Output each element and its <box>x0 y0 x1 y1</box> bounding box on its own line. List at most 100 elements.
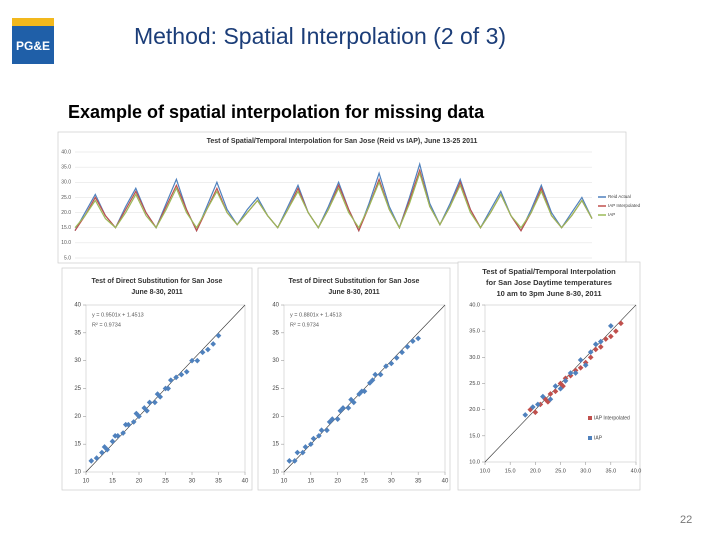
point <box>372 371 379 378</box>
point <box>215 332 222 339</box>
point <box>383 363 389 370</box>
point <box>592 346 599 353</box>
point <box>361 388 368 395</box>
point <box>340 405 346 411</box>
y-tick-label: 40.0 <box>61 149 71 155</box>
y-tick-label: 15.0 <box>61 225 71 231</box>
point <box>205 346 211 353</box>
equation: y = 0.8801x + 1.4513 <box>290 312 342 318</box>
x-tick-label: 10 <box>281 479 288 485</box>
series-line <box>74 171 593 230</box>
x-tick-label: 15 <box>109 479 116 485</box>
point <box>308 441 314 447</box>
x-tick-label: 35.0 <box>605 468 616 474</box>
chart-title: Test of Spatial/Temporal Interpolation f… <box>207 138 478 145</box>
point <box>404 343 411 350</box>
y-tick-label: 20 <box>74 414 81 420</box>
point <box>302 444 309 450</box>
point <box>535 401 541 408</box>
point <box>109 438 116 445</box>
point <box>587 349 594 355</box>
point <box>532 409 539 416</box>
legend-label: IAP <box>594 435 603 441</box>
equation: y = 0.9501x + 1.4513 <box>92 312 144 318</box>
point <box>136 413 142 420</box>
legend-label: IAP Interpolated <box>608 203 641 208</box>
point <box>130 419 137 425</box>
y-tick-label: 30 <box>74 358 81 364</box>
x-tick-label: 10 <box>83 479 90 485</box>
point <box>157 394 164 400</box>
point <box>577 364 584 371</box>
chart-title: Test of Direct Substitution for San Jose <box>92 278 223 285</box>
point <box>310 435 317 442</box>
x-tick-label: 15 <box>307 479 314 485</box>
point <box>608 323 614 329</box>
point <box>409 338 416 345</box>
y-tick-label: 30.0 <box>469 355 480 361</box>
point <box>104 446 111 453</box>
point <box>613 328 619 334</box>
point <box>334 416 341 422</box>
point <box>529 404 536 410</box>
y-tick-label: 30.0 <box>61 180 71 186</box>
point <box>577 357 584 363</box>
slide-title: Method: Spatial Interpolation (2 of 3) <box>134 23 506 49</box>
point <box>582 362 589 369</box>
x-tick-label: 40 <box>442 479 449 485</box>
point <box>183 368 190 375</box>
slide-subtitle: Example of spatial interpolation for mis… <box>68 102 485 122</box>
chart-frame <box>257 267 451 491</box>
y-tick-label: 25.0 <box>61 195 71 201</box>
point <box>120 430 126 436</box>
point <box>167 377 174 383</box>
y-tick-label: 25 <box>272 386 279 392</box>
legend-label: Reid Actual <box>608 194 631 199</box>
y-tick-label: 30 <box>272 358 279 364</box>
series-line <box>74 161 593 233</box>
y-tick-label: 10 <box>74 470 81 476</box>
chart-title: Test of Spatial/Temporal Interpolation <box>482 267 616 276</box>
point <box>329 416 336 422</box>
y-tick-label: 5.0 <box>64 255 71 261</box>
point <box>165 385 171 392</box>
point <box>399 349 405 356</box>
point <box>522 412 529 418</box>
y-tick-label: 35.0 <box>469 329 480 335</box>
y-tick-label: 10.0 <box>469 459 480 465</box>
point <box>608 333 614 340</box>
point <box>178 371 185 378</box>
point <box>597 344 604 350</box>
y-tick-label: 15.0 <box>469 433 480 439</box>
y-tick-label: 25.0 <box>469 381 480 387</box>
y-tick-label: 15 <box>74 442 81 448</box>
y-tick-label: 15 <box>272 442 279 448</box>
point <box>567 370 574 376</box>
chart-title: Test of Direct Substitution for San Jose <box>289 278 420 285</box>
y-tick-label: 20.0 <box>469 407 480 413</box>
chart-frame <box>61 267 253 491</box>
chart-title: 10 am to 3pm June 8-30, 2011 <box>496 289 601 298</box>
x-tick-label: 20 <box>136 479 143 485</box>
y-tick-label: 40 <box>74 303 81 309</box>
x-tick-label: 40 <box>242 479 249 485</box>
point <box>146 399 153 406</box>
point <box>291 458 298 464</box>
point <box>557 385 564 392</box>
point <box>88 458 95 464</box>
logo-text: PG&E <box>16 39 50 53</box>
y-tick-label: 20.0 <box>61 210 71 216</box>
y-tick-label: 40.0 <box>469 302 480 308</box>
page-number: 22 <box>680 514 692 526</box>
point <box>286 458 293 464</box>
y-tick-label: 25 <box>74 386 81 392</box>
x-tick-label: 35 <box>215 479 222 485</box>
point <box>350 399 357 406</box>
point <box>415 335 421 342</box>
point <box>210 341 217 347</box>
x-tick-label: 30 <box>189 479 196 485</box>
point <box>377 371 384 378</box>
chart-title: June 8-30, 2011 <box>328 289 379 296</box>
